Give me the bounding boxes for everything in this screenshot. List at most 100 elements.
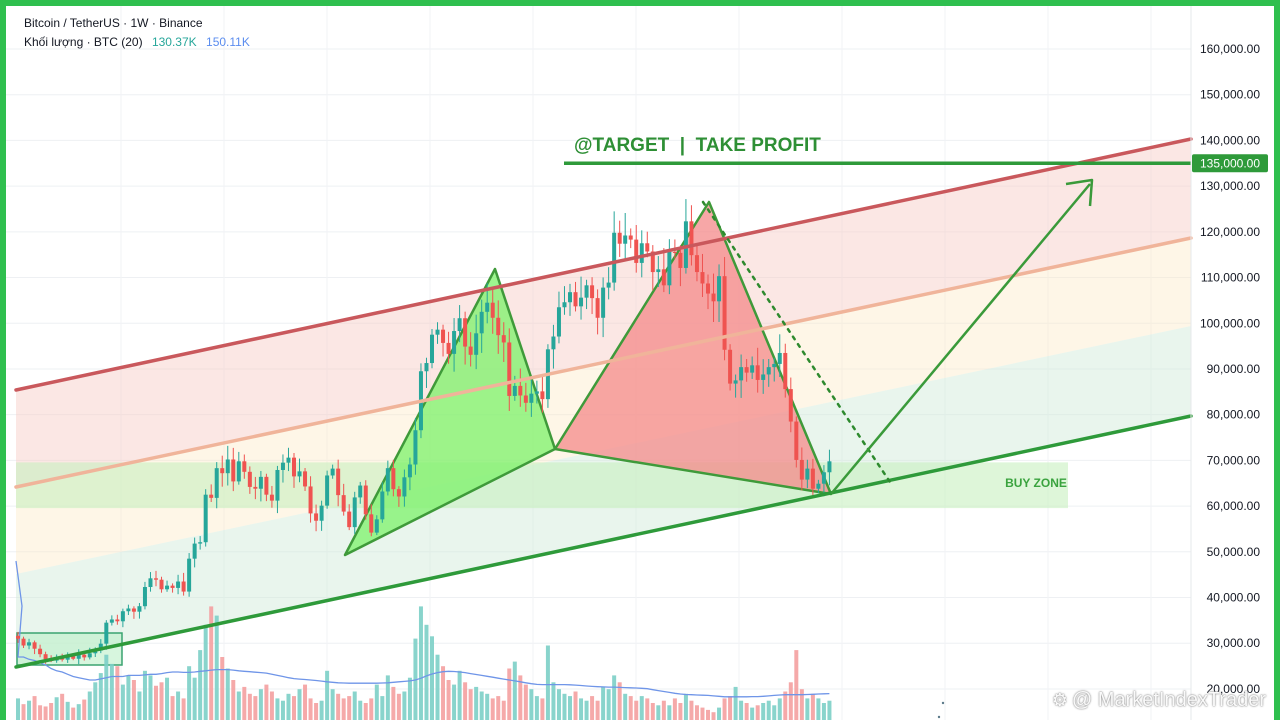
dot — [937, 715, 941, 719]
candle-body — [761, 374, 766, 380]
candle-body — [606, 282, 611, 288]
volume-bar — [733, 686, 738, 720]
volume-bar — [645, 698, 650, 720]
candle-body — [739, 367, 744, 381]
volume-bar — [87, 691, 92, 720]
candle-body — [170, 585, 175, 588]
volume-bar — [689, 700, 694, 720]
volume-bar — [821, 703, 826, 720]
volume-bar — [446, 680, 451, 720]
volume-bar — [82, 699, 87, 720]
candle-body — [258, 476, 263, 489]
candle-body — [214, 468, 219, 498]
volume-bar — [435, 654, 440, 720]
candle-body — [744, 367, 749, 373]
volume-bar — [325, 670, 330, 720]
trend-lines[interactable] — [14, 137, 1193, 669]
candle-body — [810, 468, 815, 489]
volume-bar — [225, 668, 230, 720]
volume-bar — [242, 686, 247, 720]
volume-bar — [275, 698, 280, 720]
volume-bar — [744, 703, 749, 720]
buy-zone-rect[interactable] — [16, 462, 1068, 509]
volume-bar — [706, 709, 710, 720]
volume-bar — [496, 696, 501, 720]
candle-body — [242, 461, 247, 472]
volume-bar — [231, 680, 236, 720]
candle-body — [788, 389, 793, 422]
candle-body — [634, 239, 639, 263]
candle-body — [198, 542, 203, 544]
candle-body — [292, 457, 296, 477]
candle-body — [579, 297, 584, 307]
candle-body — [706, 283, 710, 294]
volume-bar — [98, 673, 103, 720]
volume-bar — [247, 693, 252, 720]
volume-bar — [363, 703, 368, 720]
volume-bar — [794, 650, 799, 720]
candle-body — [479, 311, 484, 334]
price-tick-label: 70,000.00 — [1207, 453, 1261, 467]
channel-top-line — [14, 137, 1193, 392]
candle-body — [766, 367, 771, 375]
candle-body — [507, 342, 512, 396]
candle-body — [402, 477, 407, 497]
target-drawing[interactable]: @TARGET | TAKE PROFIT — [564, 135, 1191, 166]
candle-body — [21, 638, 26, 646]
volume-label: Khối lượng · BTC (20) — [24, 35, 143, 49]
volume-bar — [507, 668, 512, 720]
volume-bar — [21, 704, 26, 720]
volume-bar — [441, 666, 446, 720]
candle-body — [137, 606, 142, 612]
volume-bar — [457, 670, 462, 720]
volume-bar — [220, 657, 225, 720]
candle-body — [369, 514, 374, 533]
volume-bar — [722, 698, 727, 720]
candle-body — [120, 611, 125, 622]
symbol-title[interactable]: Bitcoin / TetherUS · 1W · Binance — [24, 16, 203, 30]
volume-bar — [479, 691, 484, 720]
volume-bar — [214, 615, 219, 720]
volume-bar — [126, 675, 131, 720]
candle-body — [672, 251, 677, 253]
price-tick-label: 120,000.00 — [1200, 225, 1260, 239]
candle-body — [165, 585, 170, 590]
volume-bar — [777, 698, 782, 720]
candle-body — [297, 471, 302, 477]
volume-bar — [634, 700, 639, 720]
candle-body — [639, 243, 644, 263]
watermark: ⚙ @ MarketIndexTrader — [1052, 689, 1266, 712]
candle-body — [805, 468, 810, 480]
candle-body — [667, 251, 672, 286]
candle-body — [799, 459, 804, 480]
price-axis[interactable]: 160,000.00 150,000.00 140,000.00 130,000.00… — [1190, 6, 1261, 720]
volume-bar — [717, 707, 722, 720]
volume-bar — [385, 675, 390, 720]
volume-bar — [772, 705, 777, 720]
volume-bar — [452, 684, 457, 720]
price-tick-label: 30,000.00 — [1207, 636, 1261, 650]
candle-body — [131, 608, 136, 612]
candle-body — [694, 255, 699, 273]
volume-bar — [115, 666, 120, 720]
symbol-header[interactable]: Bitcoin / TetherUS · 1W · Binance — [24, 16, 209, 30]
volume-bar — [154, 685, 158, 720]
volume-bar — [120, 684, 125, 720]
dots — [937, 701, 945, 719]
candle-body — [573, 292, 578, 307]
volume-legend[interactable]: Khối lượng · BTC (20) 130.37K 150.11K — [24, 35, 256, 49]
candle-body — [363, 485, 368, 515]
buy-zone[interactable]: BUY ZONE — [16, 462, 1068, 666]
volume-bar — [827, 700, 832, 720]
volume-bar — [430, 636, 434, 720]
candle-body — [772, 363, 777, 368]
volume-bar — [810, 693, 815, 720]
candle-body — [728, 349, 733, 384]
candle-body — [496, 317, 501, 336]
price-chart[interactable]: BUY ZONE @TARGET | TAKE PROFIT 160,000.0… — [6, 6, 1280, 720]
candle-body — [601, 287, 606, 318]
volume-bar — [27, 700, 32, 720]
candle-body — [330, 468, 335, 476]
candle-body — [755, 365, 760, 380]
candle-body — [93, 650, 98, 654]
